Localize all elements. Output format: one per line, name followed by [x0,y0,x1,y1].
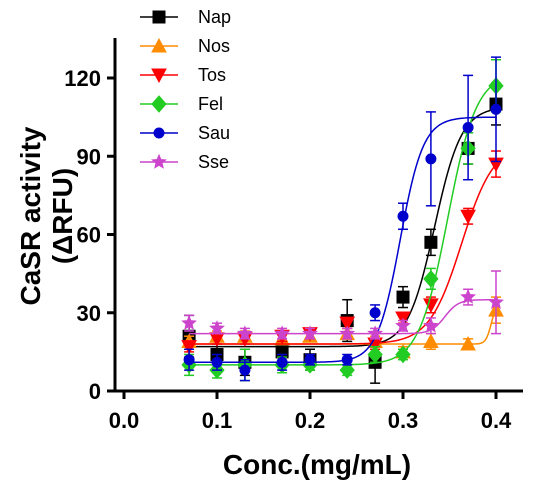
data-point [367,345,383,364]
data-point [339,361,355,379]
data-point [181,314,197,330]
data-point [424,235,438,249]
legend-item-sau: Sau [140,123,230,143]
x-axis-title: Conc.(mg/mL) [223,449,411,480]
data-point [276,356,288,368]
legend-marker [153,127,165,139]
data-point [488,294,504,310]
legend-marker [151,37,167,53]
axes: Conc.(mg/mL) CaSR activity (ΔRFU) [15,38,523,480]
legend-marker [151,68,167,84]
data-point [396,290,410,304]
legend-label: Nos [198,36,230,56]
data-point [304,354,316,366]
y-tick-label: 30 [77,301,101,326]
data-point [339,325,356,341]
data-point [423,270,439,288]
data-point [367,325,383,341]
y-tick-label: 0 [89,379,101,404]
y-axis-title-line2: (ΔRFU) [47,168,78,264]
data-point [490,103,502,115]
y-axis-title-line1: CaSR activity [15,126,46,305]
x-tick-label: 0.3 [388,408,419,433]
legend-label: Sse [198,152,229,172]
data-point [211,356,223,368]
x-tick-label: 0.4 [481,408,512,433]
legend-label: Sau [198,123,230,143]
legend-marker [151,153,167,169]
data-point [341,354,353,366]
x-tick-label: 0.2 [295,408,326,433]
x-tick-label: 0.1 [202,408,233,433]
data-point [397,210,409,222]
fit-curve [189,108,497,348]
data-point [395,317,411,333]
legend-item-nap: Nap [140,7,231,27]
data-point [239,364,251,376]
legend-item-fel: Fel [140,94,223,114]
data-point [423,333,439,348]
legend-item-nos: Nos [140,36,230,56]
legend-item-sse: Sse [140,152,229,172]
data-point [181,340,197,355]
data-point [460,335,476,351]
data-point [460,288,476,304]
legend-marker [151,95,167,113]
data-point [460,209,476,225]
axis-ticks: 0.0 0.1 0.2 0.3 0.4 0 30 60 90 120 [64,66,512,433]
legend-label: Nap [198,7,231,27]
y-tick-label: 120 [64,66,101,91]
series-sau [183,56,502,382]
y-tick-label: 60 [77,223,101,248]
data-point [425,153,437,165]
series-sse [181,270,504,341]
data-point [339,316,356,332]
data-point [302,325,318,341]
plot-area [181,56,504,384]
data-point [462,122,474,134]
legend-label: Tos [198,65,226,85]
data-point [423,317,439,333]
data-point [274,325,290,341]
data-point [237,325,253,341]
legend-marker [152,10,166,24]
data-point [209,320,225,336]
data-point [183,354,195,366]
data-point [395,345,411,364]
legend-item-tos: Tos [140,65,226,85]
legend: Nap Nos Tos Fel Sau Sse [140,7,231,172]
x-tick-label: 0.0 [109,408,140,433]
data-point [369,307,381,319]
y-tick-label: 90 [77,144,101,169]
legend-label: Fel [198,94,223,114]
